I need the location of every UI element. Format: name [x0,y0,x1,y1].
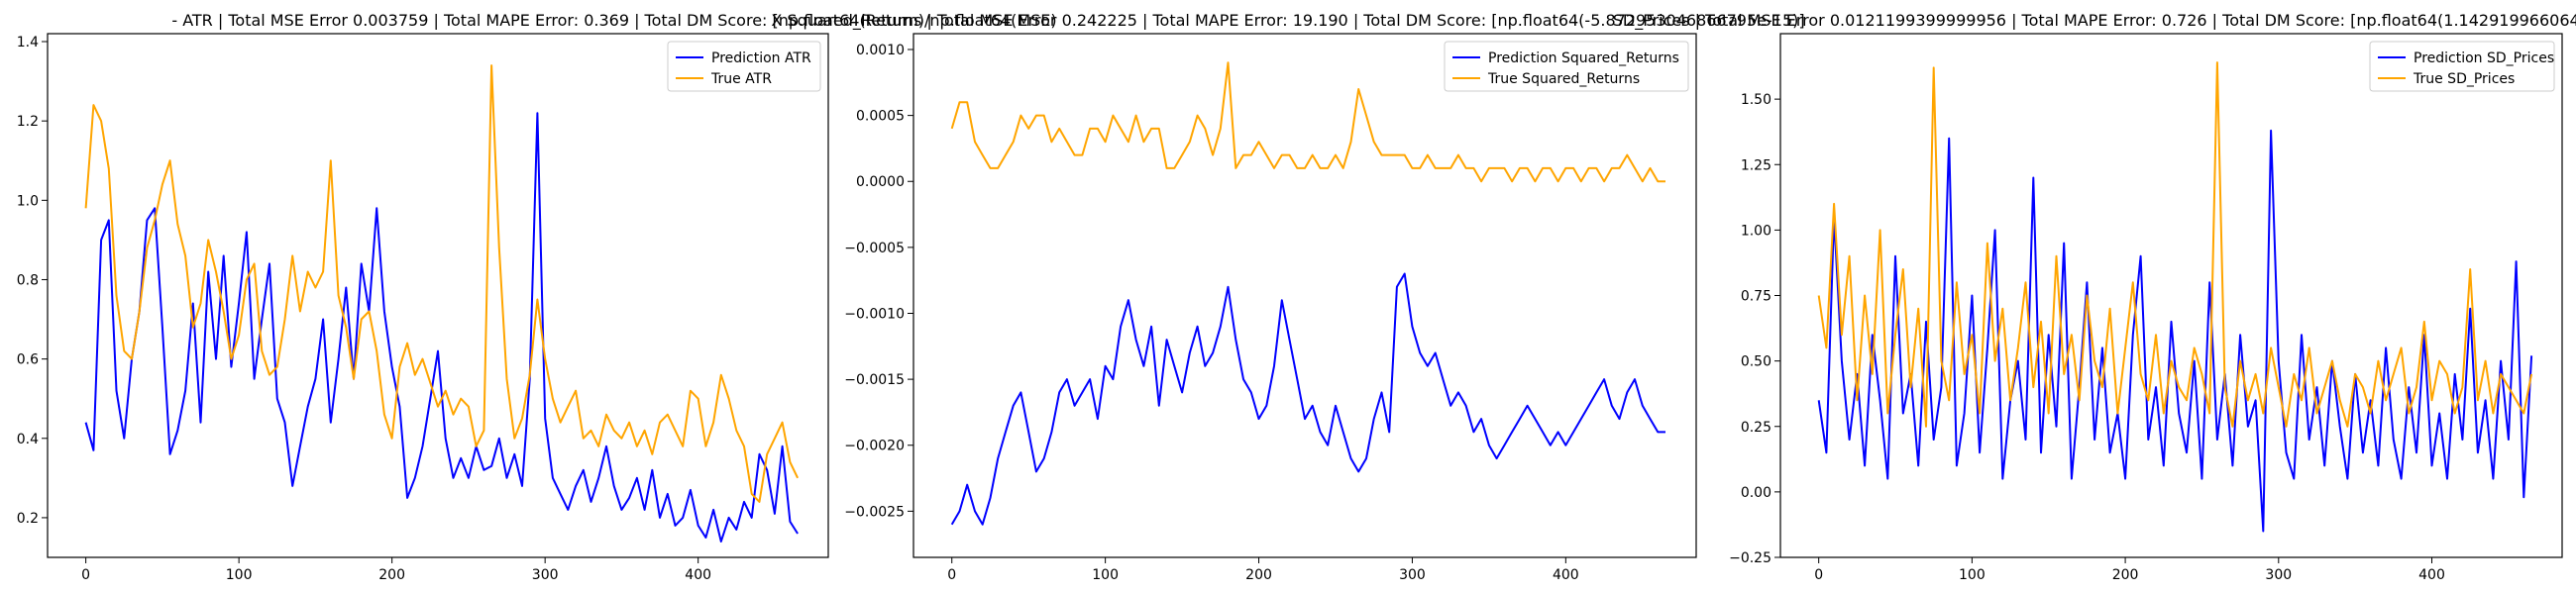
x-tick-label: 100 [1959,567,1986,583]
y-tick-label: 1.0 [17,193,39,209]
y-tick-label: 0.2 [17,511,39,527]
plot-frame [912,33,1697,558]
legend-label-truth: True ATR [710,71,772,87]
series-line-truth [84,64,800,503]
y-tick-label: 0.50 [1741,354,1771,370]
x-tick-label: 200 [2112,567,2139,583]
plot-frame [47,33,829,558]
y-tick-label: 0.6 [17,352,39,368]
x-tick-label: 0 [1814,567,1823,583]
chart-title: SD_Prices | Total MSE Error 0.0121199399… [1613,11,2576,31]
y-tick-label: 0.25 [1741,420,1771,436]
y-tick-label: 1.25 [1741,157,1771,173]
y-tick-label: −0.0005 [844,241,905,256]
legend-label-prediction: Prediction SD_Prices [2414,50,2554,66]
series-line-truth [950,61,1665,183]
legend: Prediction Squared_Returns True Squared_R… [1444,41,1689,92]
y-tick-label: 0.00 [1741,485,1771,501]
x-tick-label: 100 [226,567,253,583]
y-tick-label: 0.8 [17,272,39,288]
legend-box [1444,41,1689,92]
y-tick-label: 1.00 [1741,223,1771,239]
x-tick-label: 400 [1553,567,1579,583]
y-tick-label: 0.0010 [856,43,905,58]
y-tick-label: −0.0010 [844,306,905,322]
legend-label-truth: True SD_Prices [2413,71,2515,87]
chart-1: - ATR | Total MSE Error 0.003759 | Total… [17,11,1057,583]
series-line-prediction [1817,129,2533,533]
x-tick-label: 400 [685,567,711,583]
y-tick-label: 1.50 [1741,92,1771,108]
x-tick-label: 300 [2265,567,2292,583]
legend: Prediction SD_Prices True SD_Prices [2369,41,2555,92]
x-tick-label: 200 [1245,567,1272,583]
legend-label-truth: True Squared_Returns [1487,71,1640,87]
series-line-truth [1817,61,2533,428]
legend-box [667,41,821,92]
x-tick-label: 100 [1092,567,1119,583]
y-tick-label: 0.0005 [856,109,905,125]
x-tick-label: 400 [2418,567,2445,583]
chart-2: X Squared_Returns | Total MSE Error 0.24… [771,11,1804,583]
x-tick-label: 0 [81,567,90,583]
chart-3: SD_Prices | Total MSE Error 0.0121199399… [1613,11,2576,583]
y-tick-label: 0.4 [17,432,39,447]
y-tick-label: 0.75 [1741,289,1771,305]
legend-box [2369,41,2555,92]
series-line-prediction [84,112,799,543]
y-tick-label: 0.0000 [856,174,905,190]
chart-title: - ATR | Total MSE Error 0.003759 | Total… [171,11,1056,30]
legend-label-prediction: Prediction Squared_Returns [1488,50,1679,66]
legend-label-prediction: Prediction ATR [711,50,811,66]
series-line-prediction [950,272,1665,526]
x-tick-label: 300 [1399,567,1426,583]
y-tick-label: −0.0015 [844,372,905,388]
x-tick-label: 300 [532,567,559,583]
y-tick-label: −0.0025 [844,504,905,520]
y-tick-label: −0.0020 [844,439,905,454]
chart-title: X Squared_Returns | Total MSE Error 0.24… [771,11,1804,31]
y-tick-label: −0.25 [1729,550,1771,566]
y-tick-label: 1.4 [17,35,39,50]
legend: Prediction ATR True ATR [667,41,821,92]
x-tick-label: 0 [947,567,956,583]
y-tick-label: 1.2 [17,114,39,130]
x-tick-label: 200 [378,567,405,583]
